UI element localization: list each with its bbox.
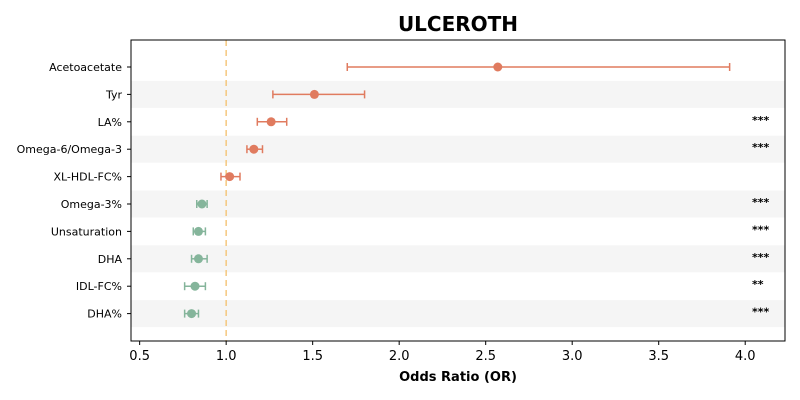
row-stripe [131, 190, 785, 218]
chart-title: ULCEROTH [398, 12, 518, 36]
significance-label: ** [752, 278, 764, 291]
x-tick-label: 4.0 [735, 349, 756, 364]
x-tick-label: 2.5 [475, 349, 496, 364]
y-tick-label: Unsaturation [51, 225, 122, 238]
significance-label: *** [752, 196, 770, 209]
x-tick-label: 0.5 [129, 349, 150, 364]
y-tick-label: IDL-FC% [76, 280, 122, 293]
y-tick-label: XL-HDL-FC% [53, 171, 122, 184]
row-stripes [131, 80, 785, 328]
row-stripe [131, 135, 785, 163]
x-axis-label: Odds Ratio (OR) [399, 370, 517, 385]
x-axis: 0.5 1.0 1.5 2.0 2.5 3.0 3.5 4.0 [129, 341, 756, 364]
data-marks [183, 62, 731, 319]
or-point [197, 199, 207, 209]
y-tick-label: Omega-6/Omega-3 [17, 143, 122, 156]
or-point [493, 62, 503, 72]
plot-frame [130, 39, 786, 342]
or-point [190, 281, 200, 291]
y-tick-label: Tyr [105, 88, 123, 101]
significance-labels: ******************** [752, 114, 770, 319]
y-axis: Acetoacetate Tyr LA% Omega-6/Omega-3 XL-HDL-… [17, 61, 131, 321]
significance-label: *** [752, 223, 770, 236]
or-point [187, 309, 197, 319]
or-point [193, 254, 203, 264]
y-tick-label: Acetoacetate [49, 61, 122, 74]
significance-label: *** [752, 114, 770, 127]
or-point [249, 144, 259, 154]
y-tick-label: DHA% [87, 308, 122, 321]
significance-label: *** [752, 141, 770, 154]
row-stripe [131, 300, 785, 328]
x-tick-label: 3.5 [648, 349, 669, 364]
row-stripe [131, 80, 785, 108]
or-point [193, 226, 203, 236]
y-tick-label: Omega-3% [61, 198, 122, 211]
x-tick-label: 2.0 [389, 349, 410, 364]
row-stripe [131, 245, 785, 273]
significance-label: *** [752, 306, 770, 319]
x-tick-label: 3.0 [562, 349, 583, 364]
or-point [309, 89, 319, 99]
significance-label: *** [752, 251, 770, 264]
x-tick-label: 1.5 [302, 349, 323, 364]
y-tick-label: DHA [98, 253, 123, 266]
y-tick-label: LA% [98, 116, 122, 129]
x-tick-label: 1.0 [216, 349, 237, 364]
or-point [266, 117, 276, 127]
or-point [225, 172, 235, 182]
